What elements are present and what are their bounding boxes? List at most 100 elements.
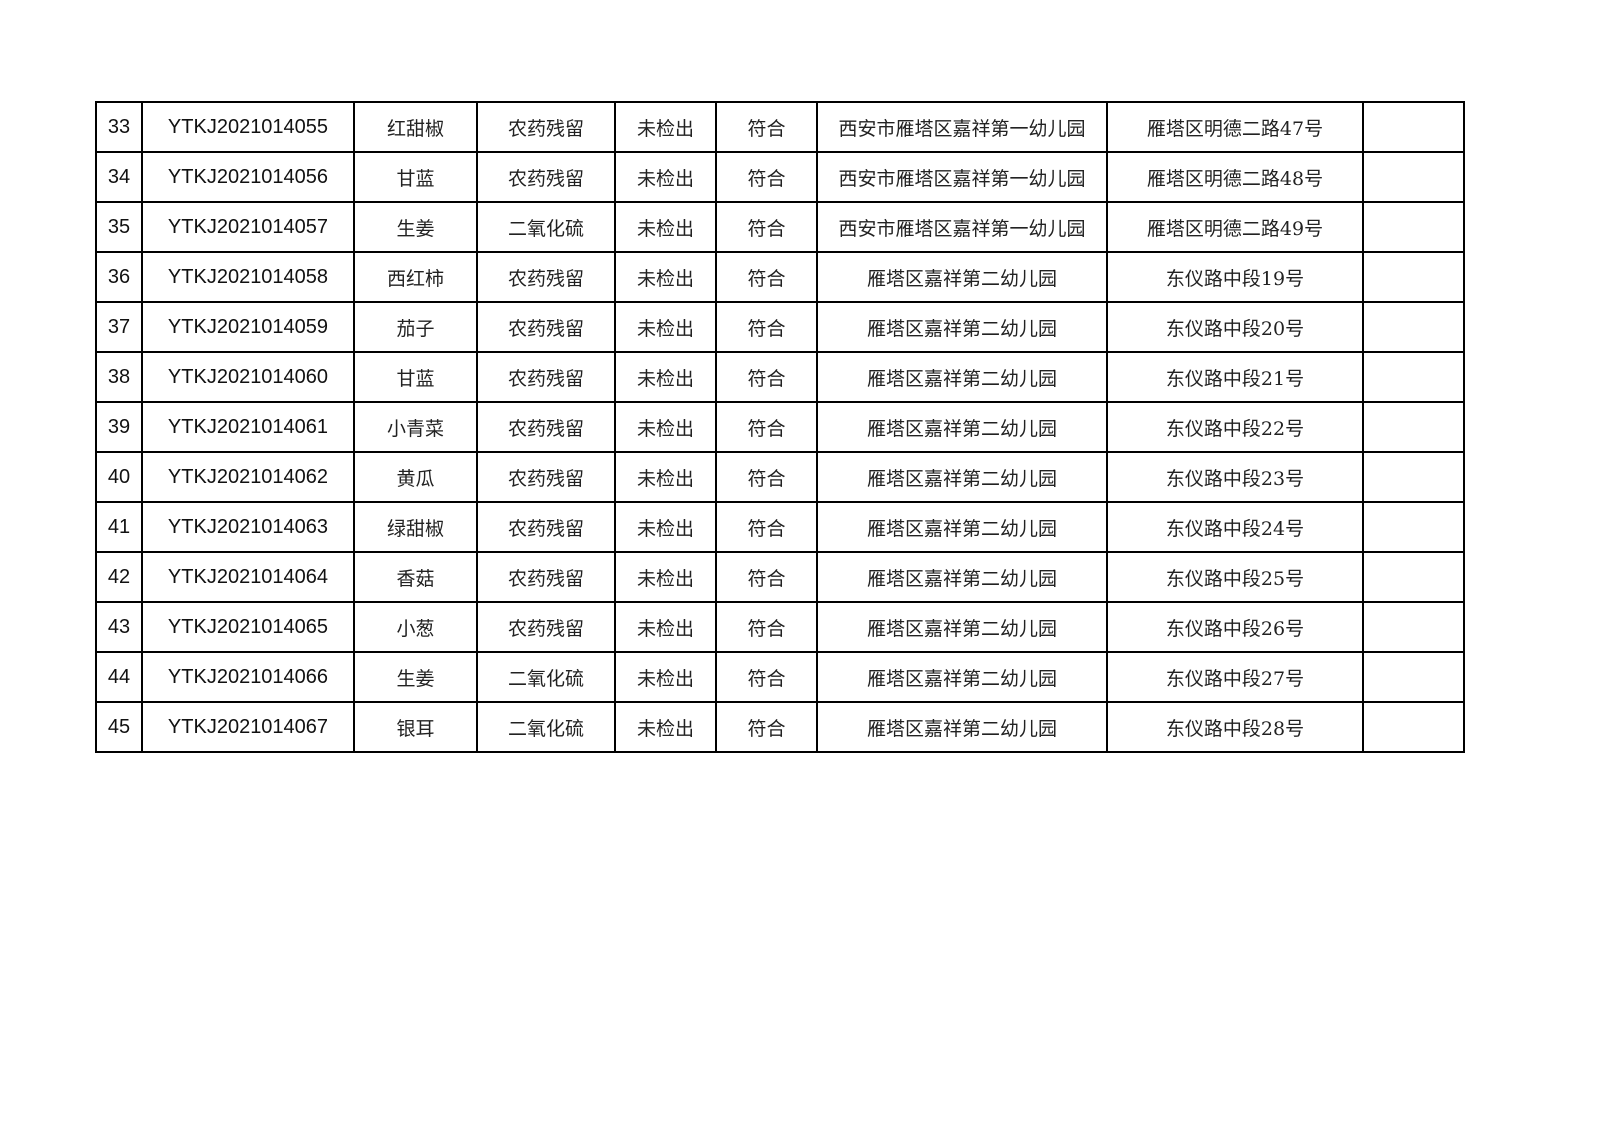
sampled-unit-cell: 西安市雁塔区嘉祥第一幼儿园 bbox=[816, 151, 1108, 203]
sampled-unit-cell: 雁塔区嘉祥第二幼儿园 bbox=[816, 701, 1108, 753]
test-item-cell: 农药残留 bbox=[476, 501, 616, 553]
row-number-cell: 38 bbox=[95, 351, 143, 403]
test-result-cell: 未检出 bbox=[614, 401, 717, 453]
sampled-unit-cell: 雁塔区嘉祥第二幼儿园 bbox=[816, 351, 1108, 403]
sample-name-cell: 西红柿 bbox=[353, 251, 478, 303]
row-number-cell: 35 bbox=[95, 201, 143, 253]
row-number-cell: 41 bbox=[95, 501, 143, 553]
unit-address-cell: 雁塔区明德二路47号 bbox=[1106, 101, 1364, 153]
sample-name-cell: 小青菜 bbox=[353, 401, 478, 453]
sample-code-cell: YTKJ2021014063 bbox=[141, 501, 355, 553]
remark-cell bbox=[1362, 301, 1465, 353]
sample-code-cell: YTKJ2021014060 bbox=[141, 351, 355, 403]
remark-cell bbox=[1362, 351, 1465, 403]
row-number-cell: 33 bbox=[95, 101, 143, 153]
test-item-cell: 农药残留 bbox=[476, 101, 616, 153]
sample-code-cell: YTKJ2021014055 bbox=[141, 101, 355, 153]
verdict-cell: 符合 bbox=[715, 301, 818, 353]
remark-cell bbox=[1362, 201, 1465, 253]
unit-address-cell: 雁塔区明德二路48号 bbox=[1106, 151, 1364, 203]
unit-address-cell: 东仪路中段24号 bbox=[1106, 501, 1364, 553]
remark-cell bbox=[1362, 101, 1465, 153]
verdict-cell: 符合 bbox=[715, 651, 818, 703]
verdict-cell: 符合 bbox=[715, 351, 818, 403]
sample-code-cell: YTKJ2021014058 bbox=[141, 251, 355, 303]
unit-address-cell: 东仪路中段22号 bbox=[1106, 401, 1364, 453]
sample-code-cell: YTKJ2021014057 bbox=[141, 201, 355, 253]
row-number-cell: 44 bbox=[95, 651, 143, 703]
test-result-cell: 未检出 bbox=[614, 501, 717, 553]
sampled-unit-cell: 雁塔区嘉祥第二幼儿园 bbox=[816, 651, 1108, 703]
test-item-cell: 农药残留 bbox=[476, 451, 616, 503]
remark-cell bbox=[1362, 501, 1465, 553]
test-result-cell: 未检出 bbox=[614, 151, 717, 203]
test-item-cell: 二氧化硫 bbox=[476, 651, 616, 703]
verdict-cell: 符合 bbox=[715, 701, 818, 753]
sample-code-cell: YTKJ2021014066 bbox=[141, 651, 355, 703]
test-result-cell: 未检出 bbox=[614, 251, 717, 303]
test-result-cell: 未检出 bbox=[614, 601, 717, 653]
unit-address-cell: 东仪路中段19号 bbox=[1106, 251, 1364, 303]
table-row: 33 YTKJ2021014055 红甜椒 农药残留 未检出 符合 西安市雁塔区嘉祥第一幼儿… bbox=[95, 101, 1465, 153]
sample-code-cell: YTKJ2021014064 bbox=[141, 551, 355, 603]
table-row: 39 YTKJ2021014061 小青菜 农药残留 未检出 符合 雁塔区嘉祥第二幼儿园 东仪… bbox=[95, 401, 1465, 453]
test-result-cell: 未检出 bbox=[614, 301, 717, 353]
table-row: 38 YTKJ2021014060 甘蓝 农药残留 未检出 符合 雁塔区嘉祥第二幼儿园 东仪路… bbox=[95, 351, 1465, 403]
table-row: 37 YTKJ2021014059 茄子 农药残留 未检出 符合 雁塔区嘉祥第二幼儿园 东仪路… bbox=[95, 301, 1465, 353]
sampled-unit-cell: 雁塔区嘉祥第二幼儿园 bbox=[816, 501, 1108, 553]
test-result-cell: 未检出 bbox=[614, 651, 717, 703]
verdict-cell: 符合 bbox=[715, 151, 818, 203]
row-number-cell: 34 bbox=[95, 151, 143, 203]
sample-code-cell: YTKJ2021014067 bbox=[141, 701, 355, 753]
row-number-cell: 36 bbox=[95, 251, 143, 303]
sample-name-cell: 生姜 bbox=[353, 651, 478, 703]
test-result-cell: 未检出 bbox=[614, 101, 717, 153]
sample-name-cell: 红甜椒 bbox=[353, 101, 478, 153]
test-item-cell: 农药残留 bbox=[476, 251, 616, 303]
sample-code-cell: YTKJ2021014059 bbox=[141, 301, 355, 353]
unit-address-cell: 东仪路中段23号 bbox=[1106, 451, 1364, 503]
row-number-cell: 37 bbox=[95, 301, 143, 353]
test-item-cell: 农药残留 bbox=[476, 151, 616, 203]
sampled-unit-cell: 雁塔区嘉祥第二幼儿园 bbox=[816, 251, 1108, 303]
row-number-cell: 42 bbox=[95, 551, 143, 603]
remark-cell bbox=[1362, 451, 1465, 503]
sample-name-cell: 银耳 bbox=[353, 701, 478, 753]
table-body: 33 YTKJ2021014055 红甜椒 农药残留 未检出 符合 西安市雁塔区嘉祥第一幼儿… bbox=[95, 101, 1465, 753]
remark-cell bbox=[1362, 651, 1465, 703]
table-row: 34 YTKJ2021014056 甘蓝 农药残留 未检出 符合 西安市雁塔区嘉祥第一幼儿园… bbox=[95, 151, 1465, 203]
sampled-unit-cell: 雁塔区嘉祥第二幼儿园 bbox=[816, 451, 1108, 503]
test-item-cell: 二氧化硫 bbox=[476, 201, 616, 253]
remark-cell bbox=[1362, 401, 1465, 453]
verdict-cell: 符合 bbox=[715, 401, 818, 453]
table-row: 36 YTKJ2021014058 西红柿 农药残留 未检出 符合 雁塔区嘉祥第二幼儿园 东仪… bbox=[95, 251, 1465, 303]
table-row: 43 YTKJ2021014065 小葱 农药残留 未检出 符合 雁塔区嘉祥第二幼儿园 东仪路… bbox=[95, 601, 1465, 653]
remark-cell bbox=[1362, 151, 1465, 203]
sampled-unit-cell: 西安市雁塔区嘉祥第一幼儿园 bbox=[816, 101, 1108, 153]
test-result-cell: 未检出 bbox=[614, 351, 717, 403]
sampled-unit-cell: 雁塔区嘉祥第二幼儿园 bbox=[816, 301, 1108, 353]
sampled-unit-cell: 雁塔区嘉祥第二幼儿园 bbox=[816, 551, 1108, 603]
test-result-cell: 未检出 bbox=[614, 551, 717, 603]
sample-code-cell: YTKJ2021014065 bbox=[141, 601, 355, 653]
unit-address-cell: 东仪路中段20号 bbox=[1106, 301, 1364, 353]
table-row: 45 YTKJ2021014067 银耳 二氧化硫 未检出 符合 雁塔区嘉祥第二幼儿园 东仪路… bbox=[95, 701, 1465, 753]
sample-code-cell: YTKJ2021014061 bbox=[141, 401, 355, 453]
test-item-cell: 农药残留 bbox=[476, 601, 616, 653]
remark-cell bbox=[1362, 601, 1465, 653]
verdict-cell: 符合 bbox=[715, 101, 818, 153]
sample-name-cell: 黄瓜 bbox=[353, 451, 478, 503]
row-number-cell: 43 bbox=[95, 601, 143, 653]
row-number-cell: 39 bbox=[95, 401, 143, 453]
unit-address-cell: 东仪路中段28号 bbox=[1106, 701, 1364, 753]
verdict-cell: 符合 bbox=[715, 601, 818, 653]
table-row: 40 YTKJ2021014062 黄瓜 农药残留 未检出 符合 雁塔区嘉祥第二幼儿园 东仪路… bbox=[95, 451, 1465, 503]
sample-name-cell: 绿甜椒 bbox=[353, 501, 478, 553]
remark-cell bbox=[1362, 251, 1465, 303]
test-item-cell: 农药残留 bbox=[476, 551, 616, 603]
verdict-cell: 符合 bbox=[715, 451, 818, 503]
sample-code-cell: YTKJ2021014056 bbox=[141, 151, 355, 203]
unit-address-cell: 东仪路中段25号 bbox=[1106, 551, 1364, 603]
sample-name-cell: 生姜 bbox=[353, 201, 478, 253]
verdict-cell: 符合 bbox=[715, 501, 818, 553]
